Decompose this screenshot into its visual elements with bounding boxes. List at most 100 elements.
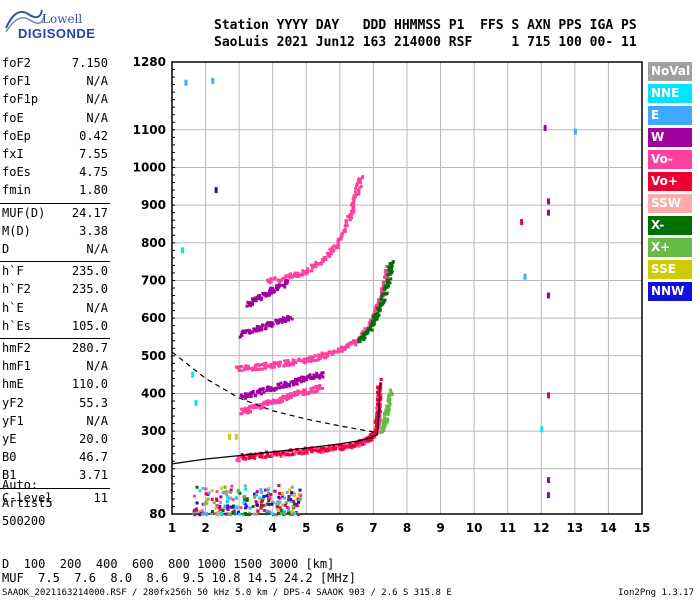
- es-echo-mark: [273, 489, 277, 493]
- trace-mark: [377, 392, 381, 396]
- trace-mark: [325, 354, 329, 358]
- trace-mark: [254, 454, 258, 458]
- trace-mark: [251, 391, 255, 395]
- trace-mark: [329, 249, 333, 253]
- param-row: hmF2 280.7: [2, 341, 108, 357]
- sporadic-echo-mark: [228, 433, 232, 440]
- trace-mark: [309, 269, 313, 273]
- param-row: h`F 235.0: [2, 264, 108, 280]
- y-tick-label: 800: [141, 236, 166, 250]
- trace-mark: [349, 342, 353, 346]
- trace-mark: [261, 402, 265, 406]
- legend-item: W: [648, 128, 692, 147]
- trace-mark: [380, 294, 384, 298]
- trace-mark: [317, 447, 321, 451]
- trace-mark: [263, 365, 267, 369]
- trace-mark: [377, 423, 381, 427]
- trace-mark: [314, 359, 318, 363]
- trace-mark: [372, 317, 376, 321]
- es-echo-mark: [291, 505, 295, 509]
- muf-table-d-label: D: [2, 557, 10, 571]
- trace-mark: [245, 304, 249, 308]
- trace-mark: [385, 264, 389, 268]
- trace-mark: [242, 409, 246, 413]
- trace-mark: [388, 388, 392, 392]
- trace-mark: [372, 322, 376, 326]
- trace-mark: [282, 364, 286, 368]
- es-echo-mark: [243, 498, 247, 502]
- es-echo-mark: [193, 513, 197, 517]
- trace-mark: [300, 272, 304, 276]
- y-tick-label: 500: [141, 349, 166, 363]
- trace-mark: [244, 364, 248, 368]
- trace-mark: [380, 292, 384, 296]
- param-value: 3.71: [79, 468, 108, 483]
- es-echo-mark: [212, 501, 216, 505]
- es-echo-mark: [198, 510, 202, 514]
- trace-mark: [346, 215, 350, 219]
- es-echo-mark: [216, 512, 220, 516]
- es-echo-mark: [293, 511, 297, 515]
- trace-mark: [251, 330, 255, 334]
- param-name: D: [2, 242, 10, 256]
- trace-mark: [291, 363, 295, 367]
- es-echo-mark: [267, 491, 271, 495]
- param-name: foF2: [2, 56, 31, 70]
- trace-mark: [387, 397, 391, 401]
- trace-mark: [303, 360, 307, 364]
- trace-mark: [246, 411, 250, 415]
- es-echo-mark: [285, 490, 289, 494]
- es-echo-mark: [226, 497, 230, 501]
- es-echo-mark: [201, 512, 205, 516]
- es-echo-mark: [292, 494, 296, 498]
- trace-mark: [271, 288, 275, 292]
- param-row: B0 46.7: [2, 450, 108, 466]
- trace-mark: [376, 429, 380, 433]
- trace-mark: [244, 395, 248, 399]
- es-echo-mark: [267, 499, 271, 503]
- es-echo-mark: [222, 507, 226, 511]
- plot-frame: [171, 61, 643, 515]
- trace-mark: [256, 367, 260, 371]
- trace-mark: [368, 318, 372, 322]
- es-echo-mark: [204, 492, 208, 496]
- trace-mark: [379, 377, 383, 381]
- y-tick-label: 1280: [133, 55, 166, 69]
- trace-mark: [377, 300, 381, 304]
- es-echo-mark: [251, 505, 255, 509]
- trace-mark: [278, 280, 282, 284]
- trace-mark: [288, 276, 292, 280]
- es-echo-mark: [213, 512, 217, 516]
- trace-mark: [302, 376, 306, 380]
- es-echo-mark: [289, 499, 293, 503]
- trace-mark: [303, 271, 307, 275]
- trace-mark: [376, 385, 380, 389]
- param-value: 1.80: [79, 183, 108, 198]
- sporadic-echo-mark: [191, 371, 195, 378]
- es-echo-mark: [226, 507, 230, 511]
- trace-mark: [258, 455, 262, 459]
- es-echo-mark: [283, 496, 287, 500]
- trace-mark: [251, 453, 255, 457]
- trace-mark: [317, 354, 321, 358]
- es-echo-mark: [262, 494, 266, 498]
- trace-mark: [270, 321, 274, 325]
- trace-mark: [274, 401, 278, 405]
- param-name: foF1: [2, 74, 31, 89]
- trace-mark: [239, 364, 243, 368]
- param-name: foEs: [2, 165, 31, 180]
- trace-mark: [286, 279, 290, 283]
- trace-mark: [284, 395, 288, 399]
- trace-mark: [370, 438, 374, 442]
- auto-program: Artist5: [2, 496, 53, 510]
- es-echo-mark: [276, 502, 280, 506]
- trace-mark: [391, 261, 395, 265]
- trace-mark: [315, 371, 319, 375]
- es-echo-mark: [234, 496, 238, 500]
- trace-mark: [291, 358, 295, 362]
- es-echo-mark: [252, 512, 256, 516]
- es-echo-mark: [223, 485, 227, 489]
- trace-mark: [266, 452, 270, 456]
- es-echo-mark: [290, 512, 294, 516]
